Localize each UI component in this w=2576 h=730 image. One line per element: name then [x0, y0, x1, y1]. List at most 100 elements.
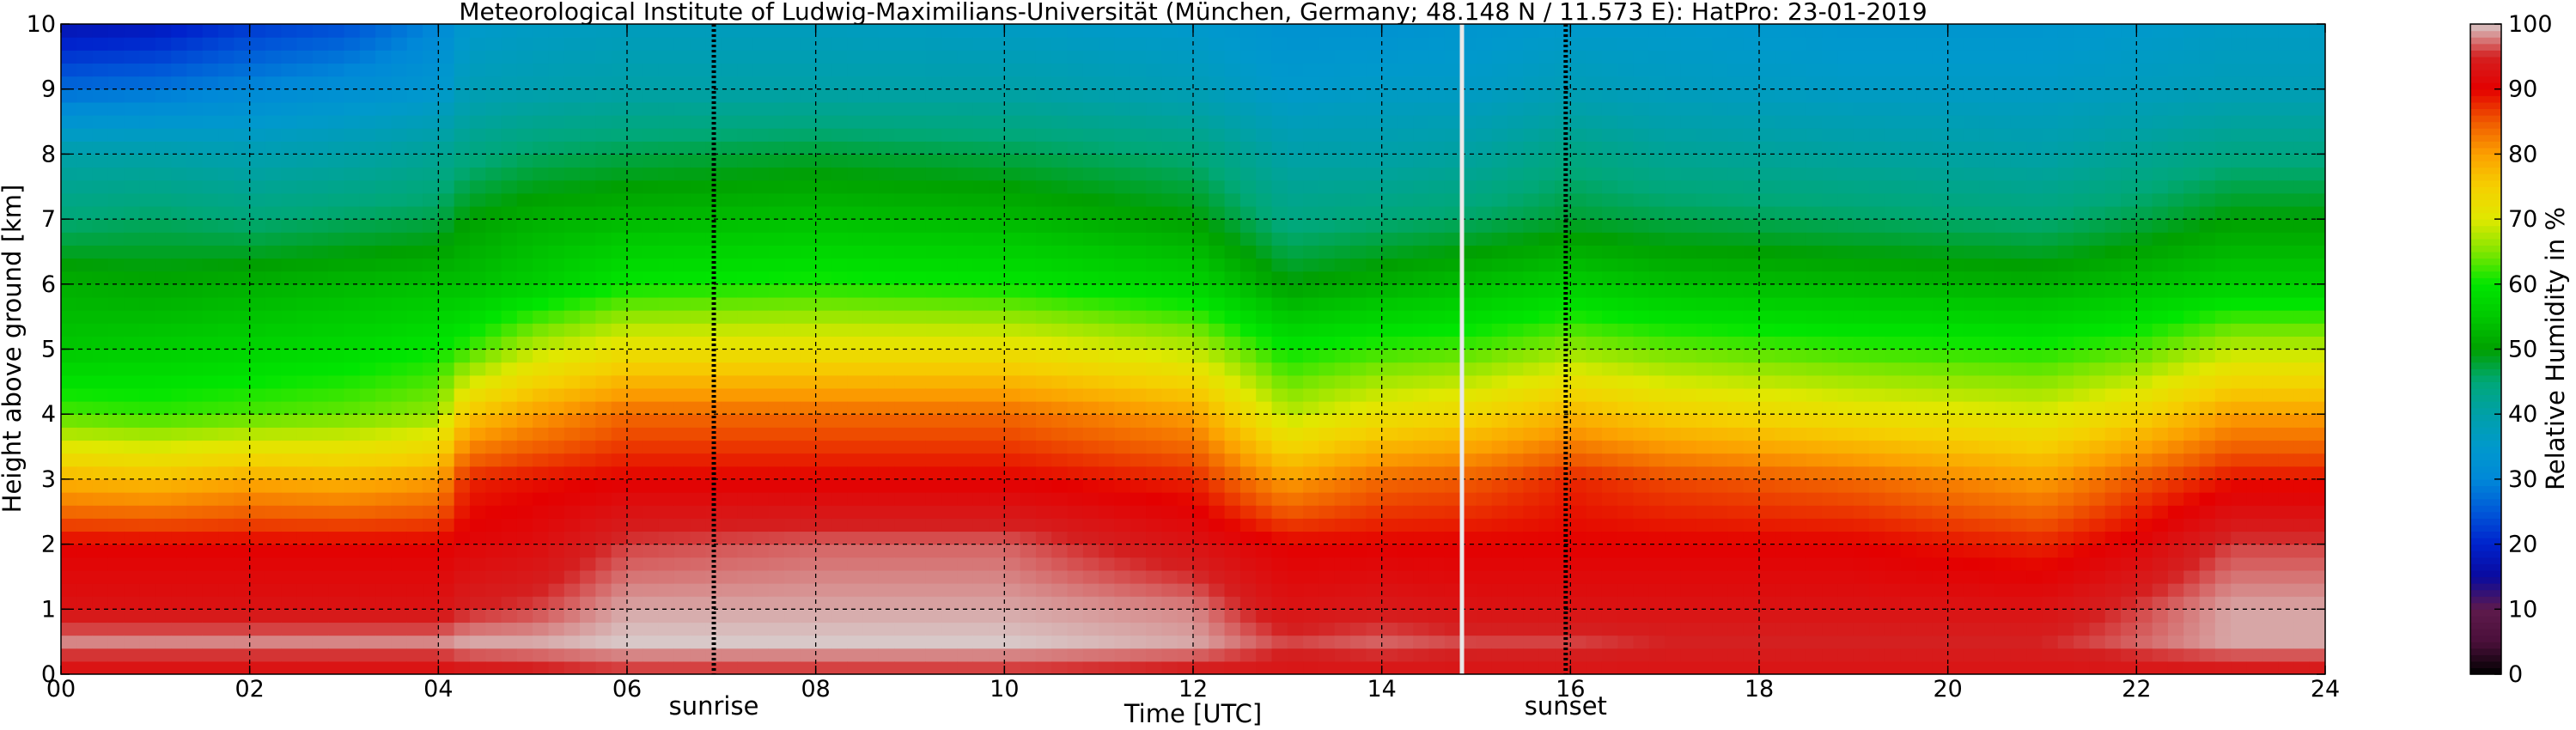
heatmap-cell	[139, 465, 156, 480]
heatmap-cell	[989, 362, 1005, 376]
heatmap-cell	[1397, 24, 1414, 38]
heatmap-cell	[1004, 440, 1021, 454]
heatmap-cell	[721, 76, 738, 90]
heatmap-cell	[1082, 88, 1099, 103]
heatmap-cell	[328, 37, 345, 51]
heatmap-cell	[925, 596, 942, 610]
heatmap-cell	[627, 531, 643, 545]
heatmap-cell	[1397, 167, 1414, 181]
heatmap-cell	[673, 453, 691, 467]
heatmap-cell	[124, 362, 141, 376]
heatmap-cell	[878, 114, 895, 129]
heatmap-cell	[1555, 76, 1571, 90]
heatmap-cell	[941, 465, 959, 480]
heatmap-cell	[186, 63, 204, 77]
heatmap-cell	[658, 63, 675, 77]
heatmap-cell	[690, 114, 707, 129]
heatmap-cell	[1271, 336, 1288, 350]
heatmap-cell	[894, 154, 911, 168]
heatmap-cell	[673, 518, 691, 532]
heatmap-cell	[1099, 179, 1116, 194]
heatmap-cell	[989, 323, 1005, 337]
heatmap-cell	[1617, 76, 1635, 90]
heatmap-cell	[328, 349, 345, 363]
heatmap-cell	[155, 531, 172, 545]
heatmap-cell	[1004, 596, 1021, 610]
heatmap-cell	[1381, 505, 1398, 519]
heatmap-cell	[1177, 24, 1194, 38]
heatmap-cell	[1051, 271, 1069, 285]
heatmap-cell	[1224, 88, 1241, 103]
heatmap-cell	[768, 387, 785, 402]
heatmap-cell	[862, 596, 880, 610]
heatmap-cell	[1570, 387, 1587, 402]
heatmap-cell	[1239, 192, 1257, 207]
heatmap-cell	[1146, 635, 1162, 649]
heatmap-cell	[1538, 167, 1556, 181]
heatmap-cell	[972, 205, 990, 220]
heatmap-cell	[533, 245, 550, 259]
heatmap-cell	[1271, 88, 1288, 103]
heatmap-cell	[1082, 362, 1099, 376]
heatmap-cell	[533, 505, 550, 519]
heatmap-cell	[1397, 258, 1414, 272]
heatmap-cell	[1256, 141, 1273, 155]
heatmap-cell	[124, 232, 141, 246]
heatmap-cell	[1161, 219, 1178, 233]
heatmap-cell	[894, 609, 911, 624]
heatmap-cell	[1287, 154, 1304, 168]
heatmap-cell	[1601, 635, 1618, 649]
heatmap-cell	[1271, 192, 1288, 207]
heatmap-cell	[1193, 557, 1209, 571]
heatmap-cell	[1538, 258, 1556, 272]
heatmap-cell	[1586, 492, 1603, 506]
heatmap-cell	[690, 387, 707, 402]
heatmap-cell	[234, 101, 251, 116]
heatmap-cell	[658, 531, 675, 545]
heatmap-cell	[1004, 453, 1021, 467]
heatmap-cell	[1491, 167, 1508, 181]
heatmap-cell	[234, 557, 251, 571]
heatmap-cell	[296, 219, 314, 233]
heatmap-cell	[1334, 349, 1351, 363]
heatmap-cell	[186, 465, 204, 480]
heatmap-cell	[1177, 427, 1194, 441]
heatmap-cell	[516, 583, 533, 597]
heatmap-cell	[784, 362, 801, 376]
heatmap-cell	[249, 296, 266, 311]
heatmap-cell	[1035, 440, 1052, 454]
heatmap-cell	[1460, 478, 1477, 493]
heatmap-cell	[344, 453, 361, 467]
heatmap-cell	[548, 453, 565, 467]
heatmap-cell	[1114, 323, 1131, 337]
heatmap-cell	[925, 323, 942, 337]
heatmap-cell	[375, 648, 393, 662]
heatmap-cell	[989, 336, 1005, 350]
heatmap-cell	[391, 465, 408, 480]
heatmap-cell	[533, 492, 550, 506]
heatmap-cell	[516, 387, 533, 402]
heatmap-cell	[344, 179, 361, 194]
heatmap-cell	[1413, 154, 1430, 168]
heatmap-cell	[533, 283, 550, 298]
heatmap-cell	[910, 427, 927, 441]
heatmap-cell	[705, 609, 722, 624]
heatmap-cell	[1523, 648, 1540, 662]
heatmap-cell	[516, 518, 533, 532]
heatmap-cell	[1397, 427, 1414, 441]
heatmap-cell	[847, 179, 864, 194]
heatmap-cell	[1570, 336, 1587, 350]
heatmap-cell	[627, 478, 643, 493]
heatmap-cell	[752, 465, 770, 480]
heatmap-cell	[1555, 258, 1571, 272]
heatmap-cell	[611, 387, 628, 402]
heatmap-cell	[107, 583, 125, 597]
heatmap-cell	[831, 63, 848, 77]
heatmap-cell	[265, 141, 282, 155]
heatmap-cell	[76, 219, 94, 233]
heatmap-cell	[800, 205, 817, 220]
heatmap-cell	[1035, 323, 1052, 337]
heatmap-cell	[658, 569, 675, 584]
heatmap-cell	[375, 401, 393, 415]
heatmap-cell	[344, 557, 361, 571]
